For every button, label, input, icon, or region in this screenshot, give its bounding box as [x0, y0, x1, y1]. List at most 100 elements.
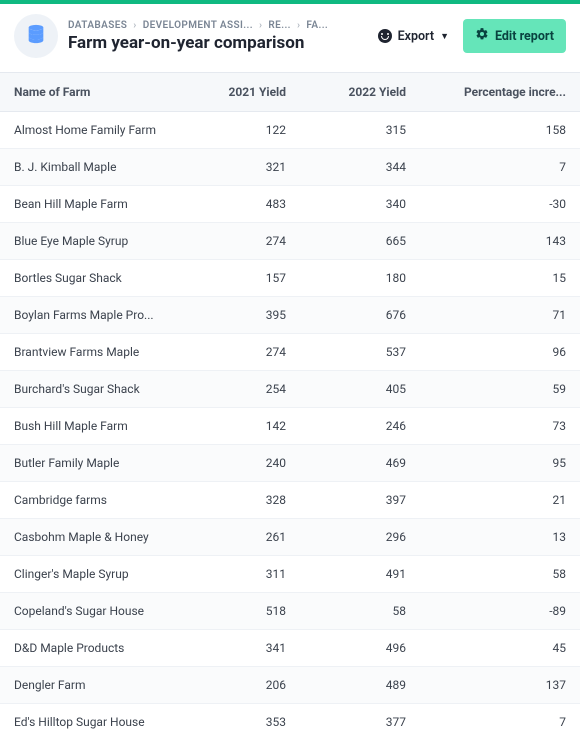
cell-2022: 315	[300, 112, 420, 149]
edit-report-button[interactable]: Edit report	[463, 19, 566, 53]
table-row[interactable]: Bush Hill Maple Farm14224673	[0, 408, 580, 445]
cell-2022: 246	[300, 408, 420, 445]
column-header-pct[interactable]: Percentage incre...	[420, 73, 580, 112]
cell-2021: 142	[200, 408, 300, 445]
cell-2022: 496	[300, 630, 420, 667]
cell-pct: 71	[420, 297, 580, 334]
cell-2022: 491	[300, 556, 420, 593]
cell-pct: 59	[420, 371, 580, 408]
cell-2021: 274	[200, 223, 300, 260]
cell-pct: 143	[420, 223, 580, 260]
cell-name: Blue Eye Maple Syrup	[0, 223, 200, 260]
table-scroll-area[interactable]: Name of Farm 2021 Yield 2022 Yield Perce…	[0, 72, 580, 733]
cell-name: Cambridge farms	[0, 482, 200, 519]
chevron-right-icon: ›	[259, 20, 262, 31]
cell-pct: 73	[420, 408, 580, 445]
chevron-right-icon: ›	[133, 20, 136, 31]
cell-pct: 58	[420, 556, 580, 593]
table-row[interactable]: Copeland's Sugar House51858-89	[0, 593, 580, 630]
cell-pct: 158	[420, 112, 580, 149]
column-header-name[interactable]: Name of Farm	[0, 73, 200, 112]
cell-name: Bush Hill Maple Farm	[0, 408, 200, 445]
table-row[interactable]: Bortles Sugar Shack15718015	[0, 260, 580, 297]
table-header-row: Name of Farm 2021 Yield 2022 Yield Perce…	[0, 73, 580, 112]
cell-name: D&D Maple Products	[0, 630, 200, 667]
cell-2022: 537	[300, 334, 420, 371]
table-row[interactable]: Cambridge farms32839721	[0, 482, 580, 519]
cell-2022: 58	[300, 593, 420, 630]
cell-name: Bean Hill Maple Farm	[0, 186, 200, 223]
cell-name: Ed's Hilltop Sugar House	[0, 704, 200, 733]
gear-icon	[475, 27, 489, 45]
table-row[interactable]: Casbohm Maple & Honey26129613	[0, 519, 580, 556]
cell-pct: 7	[420, 149, 580, 186]
cell-2021: 483	[200, 186, 300, 223]
cell-2022: 296	[300, 519, 420, 556]
cell-2022: 489	[300, 667, 420, 704]
data-table: Name of Farm 2021 Yield 2022 Yield Perce…	[0, 73, 580, 733]
cell-name: Burchard's Sugar Shack	[0, 371, 200, 408]
export-label: Export	[398, 29, 434, 44]
cell-2021: 353	[200, 704, 300, 733]
cell-pct: 15	[420, 260, 580, 297]
breadcrumb-item[interactable]: RE...	[268, 20, 291, 31]
breadcrumb: DATABASES › DEVELOPMENT ASSI... › RE... …	[68, 20, 364, 31]
cell-2021: 328	[200, 482, 300, 519]
table-row[interactable]: Clinger's Maple Syrup31149158	[0, 556, 580, 593]
table-row[interactable]: D&D Maple Products34149645	[0, 630, 580, 667]
cell-pct: -89	[420, 593, 580, 630]
database-icon	[14, 14, 58, 58]
cell-2021: 274	[200, 334, 300, 371]
cell-2022: 397	[300, 482, 420, 519]
cell-2021: 261	[200, 519, 300, 556]
cell-2021: 518	[200, 593, 300, 630]
table-row[interactable]: Boylan Farms Maple Pro...39567671	[0, 297, 580, 334]
table-row[interactable]: Butler Family Maple24046995	[0, 445, 580, 482]
cell-pct: 45	[420, 630, 580, 667]
cell-2022: 180	[300, 260, 420, 297]
cell-pct: 137	[420, 667, 580, 704]
chevron-down-icon: ▼	[440, 31, 449, 42]
table-row[interactable]: Dengler Farm206489137	[0, 667, 580, 704]
cell-2021: 122	[200, 112, 300, 149]
cell-name: Boylan Farms Maple Pro...	[0, 297, 200, 334]
cell-name: Bortles Sugar Shack	[0, 260, 200, 297]
breadcrumb-item[interactable]: DEVELOPMENT ASSI...	[143, 20, 253, 31]
cell-name: Casbohm Maple & Honey	[0, 519, 200, 556]
export-icon	[378, 29, 392, 43]
cell-pct: -30	[420, 186, 580, 223]
table-row[interactable]: B. J. Kimball Maple3213447	[0, 149, 580, 186]
table-row[interactable]: Burchard's Sugar Shack25440559	[0, 371, 580, 408]
cell-2022: 405	[300, 371, 420, 408]
chevron-right-icon: ›	[297, 20, 300, 31]
export-button[interactable]: Export ▼	[374, 23, 453, 50]
cell-2022: 377	[300, 704, 420, 733]
cell-name: Butler Family Maple	[0, 445, 200, 482]
table-row[interactable]: Bean Hill Maple Farm483340-30	[0, 186, 580, 223]
cell-pct: 96	[420, 334, 580, 371]
cell-name: B. J. Kimball Maple	[0, 149, 200, 186]
page-title: Farm year-on-year comparison	[68, 33, 364, 53]
cell-2022: 665	[300, 223, 420, 260]
cell-2021: 395	[200, 297, 300, 334]
cell-2022: 469	[300, 445, 420, 482]
cell-2021: 240	[200, 445, 300, 482]
cell-name: Brantview Farms Maple	[0, 334, 200, 371]
column-header-2022[interactable]: 2022 Yield	[300, 73, 420, 112]
cell-2022: 676	[300, 297, 420, 334]
table-row[interactable]: Almost Home Family Farm122315158	[0, 112, 580, 149]
table-row[interactable]: Ed's Hilltop Sugar House3533777	[0, 704, 580, 733]
column-header-2021[interactable]: 2021 Yield	[200, 73, 300, 112]
cell-pct: 21	[420, 482, 580, 519]
cell-pct: 13	[420, 519, 580, 556]
cell-2021: 254	[200, 371, 300, 408]
table-row[interactable]: Blue Eye Maple Syrup274665143	[0, 223, 580, 260]
cell-2022: 344	[300, 149, 420, 186]
page-header: DATABASES › DEVELOPMENT ASSI... › RE... …	[0, 4, 580, 72]
cell-pct: 7	[420, 704, 580, 733]
breadcrumb-item[interactable]: FA...	[306, 20, 328, 31]
breadcrumb-item[interactable]: DATABASES	[68, 20, 127, 31]
edit-label: Edit report	[495, 29, 554, 44]
table-row[interactable]: Brantview Farms Maple27453796	[0, 334, 580, 371]
cell-2021: 341	[200, 630, 300, 667]
